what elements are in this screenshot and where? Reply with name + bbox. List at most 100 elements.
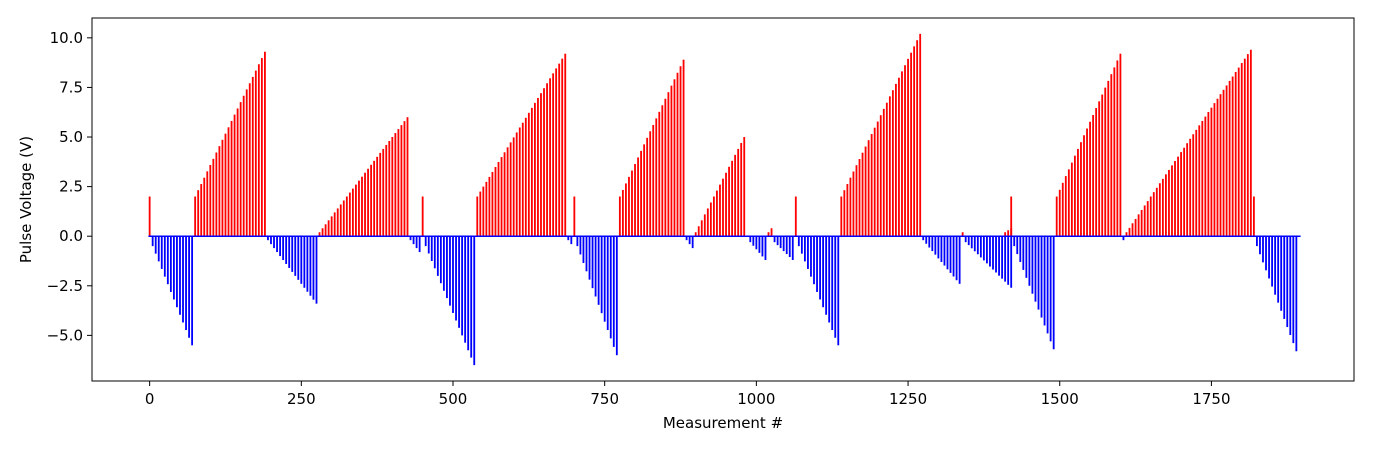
bar — [782, 236, 785, 252]
bar — [1116, 60, 1119, 237]
bar — [770, 228, 773, 237]
bar — [837, 236, 840, 346]
bar — [722, 178, 724, 237]
bar — [1067, 169, 1070, 237]
bar — [270, 236, 272, 245]
bar — [1137, 214, 1140, 237]
bar — [339, 204, 342, 237]
y-tick-label: 2.5 — [59, 178, 83, 196]
bar — [267, 236, 269, 241]
bar — [461, 236, 464, 336]
bar — [776, 236, 779, 246]
bar — [895, 83, 897, 237]
bar — [1125, 232, 1128, 237]
bar — [1031, 236, 1034, 294]
bar — [1234, 71, 1237, 237]
bar — [476, 196, 479, 237]
bar — [1271, 236, 1273, 287]
bar — [628, 176, 630, 237]
bar — [864, 146, 867, 237]
bar — [260, 58, 263, 237]
bar — [967, 236, 970, 246]
bar — [797, 236, 800, 247]
bar — [197, 190, 200, 237]
bar — [1037, 236, 1040, 310]
bar — [166, 236, 169, 285]
bar — [430, 236, 433, 261]
bar — [631, 170, 633, 237]
bar — [543, 88, 545, 237]
bar — [1198, 125, 1201, 237]
bar — [564, 53, 567, 237]
bar — [1201, 120, 1204, 237]
bar — [913, 46, 916, 237]
bar — [309, 236, 312, 296]
bar — [203, 177, 206, 237]
bar — [882, 108, 885, 237]
bar — [491, 171, 494, 237]
bar — [306, 236, 309, 292]
bar — [1262, 236, 1264, 263]
bar — [1289, 236, 1292, 335]
bar — [376, 156, 379, 237]
bar — [1207, 112, 1210, 237]
bar — [300, 236, 303, 284]
bar — [248, 83, 251, 237]
bar — [852, 171, 855, 237]
bar — [330, 216, 333, 237]
bar — [479, 191, 482, 237]
bar — [1216, 98, 1219, 237]
bar — [1064, 176, 1067, 237]
bar — [242, 95, 245, 237]
bar — [922, 236, 925, 241]
bar — [621, 189, 624, 237]
bar — [151, 236, 154, 247]
bar — [1174, 161, 1176, 237]
bar — [1010, 196, 1013, 237]
bar — [1092, 115, 1095, 237]
bar — [230, 120, 233, 237]
bar — [870, 134, 873, 237]
bar — [934, 236, 937, 255]
bar — [1286, 236, 1289, 328]
bar — [979, 236, 982, 258]
bar — [640, 150, 642, 237]
bar — [916, 40, 919, 237]
bar — [637, 157, 639, 237]
bar — [364, 172, 366, 237]
bar — [540, 93, 542, 237]
bar — [573, 196, 576, 237]
bar — [546, 83, 548, 237]
bar — [901, 71, 903, 237]
bar — [1292, 236, 1295, 344]
bar — [436, 236, 439, 276]
bar — [928, 236, 931, 248]
bar — [342, 200, 345, 237]
bar — [785, 236, 788, 255]
bar — [1195, 129, 1198, 237]
bar — [1134, 218, 1137, 237]
bar — [391, 137, 394, 237]
bar — [527, 112, 530, 237]
bar — [661, 105, 664, 237]
bar — [1080, 142, 1082, 237]
bar — [1192, 134, 1195, 237]
bar — [503, 152, 506, 237]
bar — [1073, 155, 1076, 237]
bar — [655, 118, 658, 237]
bar — [421, 196, 424, 237]
bar — [1007, 230, 1010, 237]
bar — [919, 33, 922, 237]
bar — [731, 160, 734, 237]
bar — [973, 236, 976, 252]
bar — [986, 236, 988, 264]
bar — [1249, 49, 1252, 237]
bar — [779, 236, 782, 249]
bar — [1219, 94, 1222, 237]
bar — [148, 196, 151, 237]
bar — [291, 236, 294, 272]
bar — [1055, 196, 1058, 237]
bar — [1025, 236, 1028, 278]
bar — [1204, 116, 1207, 237]
